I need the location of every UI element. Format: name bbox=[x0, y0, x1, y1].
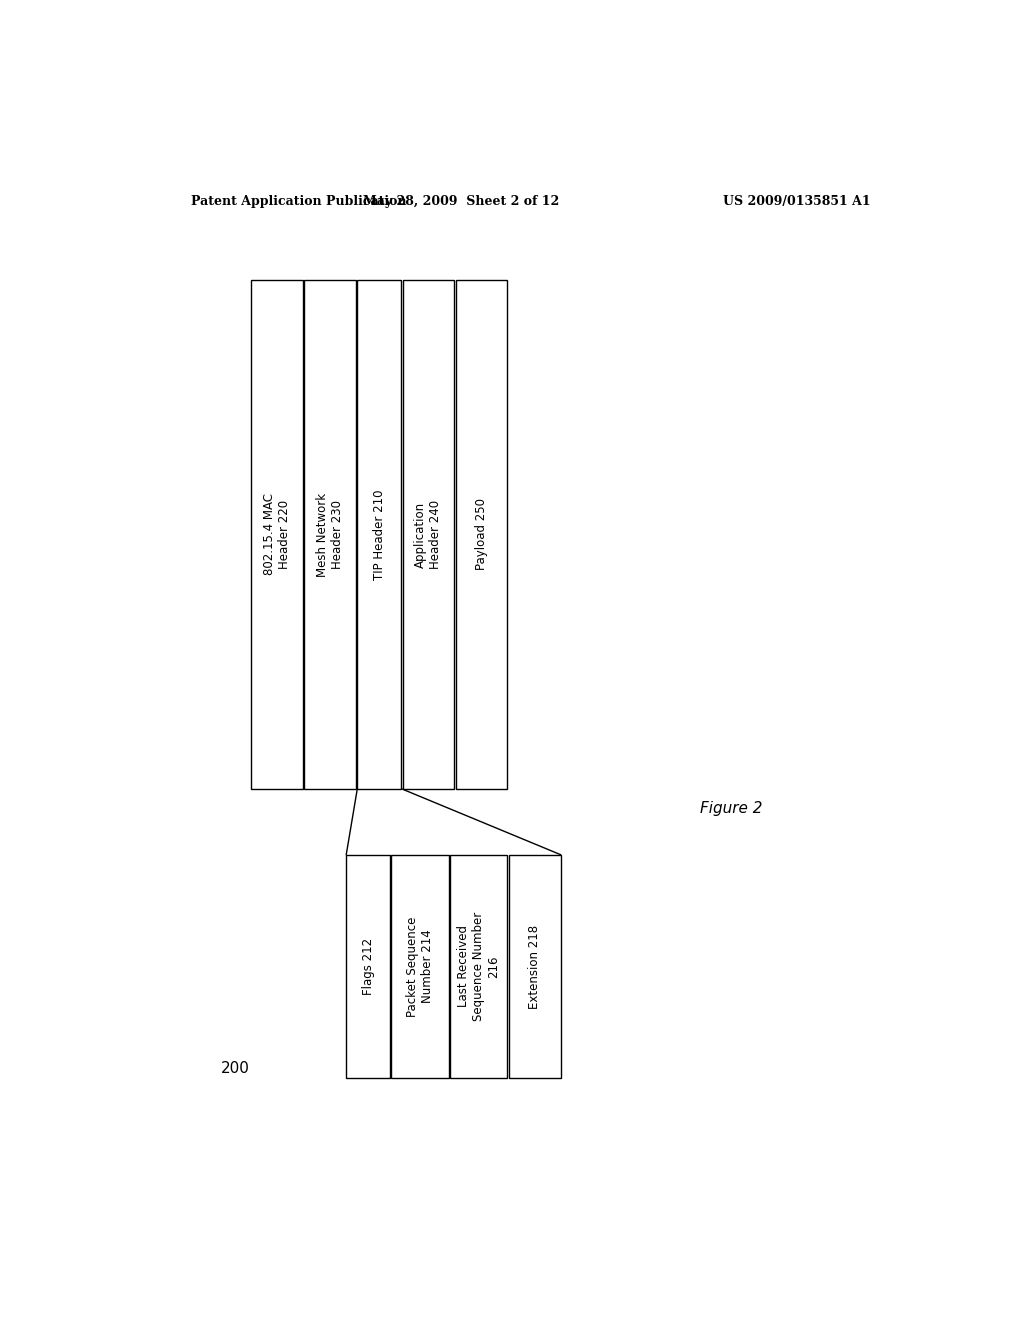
Text: Application
Header 240: Application Header 240 bbox=[415, 500, 442, 569]
Bar bbox=[251, 280, 303, 788]
Text: Last Received
Sequence Number
216: Last Received Sequence Number 216 bbox=[458, 912, 501, 1022]
Bar bbox=[357, 280, 401, 788]
Bar bbox=[304, 280, 355, 788]
Text: Payload 250: Payload 250 bbox=[475, 499, 488, 570]
Bar bbox=[402, 280, 455, 788]
Bar bbox=[509, 854, 560, 1078]
Text: May 28, 2009  Sheet 2 of 12: May 28, 2009 Sheet 2 of 12 bbox=[364, 194, 559, 207]
Text: TIP Header 210: TIP Header 210 bbox=[373, 490, 386, 579]
Text: Patent Application Publication: Patent Application Publication bbox=[191, 194, 407, 207]
Text: Flags 212: Flags 212 bbox=[361, 939, 375, 995]
Bar bbox=[451, 854, 507, 1078]
Text: Figure 2: Figure 2 bbox=[699, 801, 763, 816]
Text: Packet Sequence
Number 214: Packet Sequence Number 214 bbox=[407, 916, 434, 1016]
Text: Extension 218: Extension 218 bbox=[528, 924, 542, 1008]
Text: 802.15.4 MAC
Header 220: 802.15.4 MAC Header 220 bbox=[263, 494, 291, 576]
Text: Mesh Network
Header 230: Mesh Network Header 230 bbox=[316, 492, 344, 577]
Text: 200: 200 bbox=[221, 1060, 250, 1076]
Bar bbox=[391, 854, 449, 1078]
Text: US 2009/0135851 A1: US 2009/0135851 A1 bbox=[723, 194, 870, 207]
Bar bbox=[456, 280, 507, 788]
Bar bbox=[346, 854, 390, 1078]
